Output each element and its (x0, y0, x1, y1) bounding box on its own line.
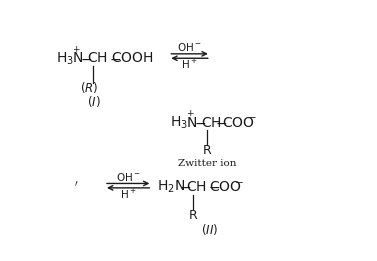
Text: $-$: $-$ (247, 112, 256, 121)
Text: $\mathrm{COO}$: $\mathrm{COO}$ (222, 116, 254, 130)
Text: $\mathrm{H^+}$: $\mathrm{H^+}$ (181, 58, 198, 71)
Text: $-$: $-$ (179, 180, 191, 194)
Text: $-$: $-$ (194, 116, 206, 130)
Text: $(II)$: $(II)$ (201, 222, 219, 237)
Text: $(I)$: $(I)$ (87, 94, 101, 109)
Text: $\mathrm{CH}$: $\mathrm{CH}$ (186, 180, 207, 194)
Text: $-$: $-$ (233, 176, 243, 186)
Text: $\ -$: $\ -$ (201, 180, 220, 194)
Text: $\mathrm{CH}$: $\mathrm{CH}$ (87, 51, 107, 66)
Text: $(R)$: $(R)$ (80, 80, 98, 95)
Text: $\mathrm{R}$: $\mathrm{R}$ (188, 209, 198, 222)
Text: Zwitter ion: Zwitter ion (178, 159, 236, 168)
Text: $\mathrm{CH}$: $\mathrm{CH}$ (201, 116, 221, 130)
Text: $\mathrm{H_3}$: $\mathrm{H_3}$ (170, 115, 188, 131)
Text: $\mathrm{COO}$: $\mathrm{COO}$ (209, 180, 241, 194)
Text: $\mathrm{N}$: $\mathrm{N}$ (72, 51, 83, 66)
Text: $'$: $'$ (74, 180, 79, 193)
Text: $\mathrm{\ -}$: $\mathrm{\ -}$ (102, 51, 121, 66)
Text: $\mathrm{OH^-}$: $\mathrm{OH^-}$ (177, 41, 202, 54)
Text: $-$: $-$ (80, 51, 92, 66)
Text: $\mathrm{N}$: $\mathrm{N}$ (185, 116, 197, 130)
Text: $\mathrm{R}$: $\mathrm{R}$ (202, 144, 212, 157)
Text: $-$: $-$ (215, 116, 227, 130)
Text: $\mathrm{H^+}$: $\mathrm{H^+}$ (120, 188, 136, 201)
Text: $+$: $+$ (185, 108, 194, 118)
Text: $\mathrm{H_3}$: $\mathrm{H_3}$ (56, 50, 74, 67)
Text: $\mathrm{COOH}$: $\mathrm{COOH}$ (112, 51, 154, 66)
Text: $+$: $+$ (72, 44, 80, 54)
Text: $\mathrm{OH^-}$: $\mathrm{OH^-}$ (116, 171, 141, 183)
Text: $\mathrm{H_2N}$: $\mathrm{H_2N}$ (157, 179, 185, 195)
